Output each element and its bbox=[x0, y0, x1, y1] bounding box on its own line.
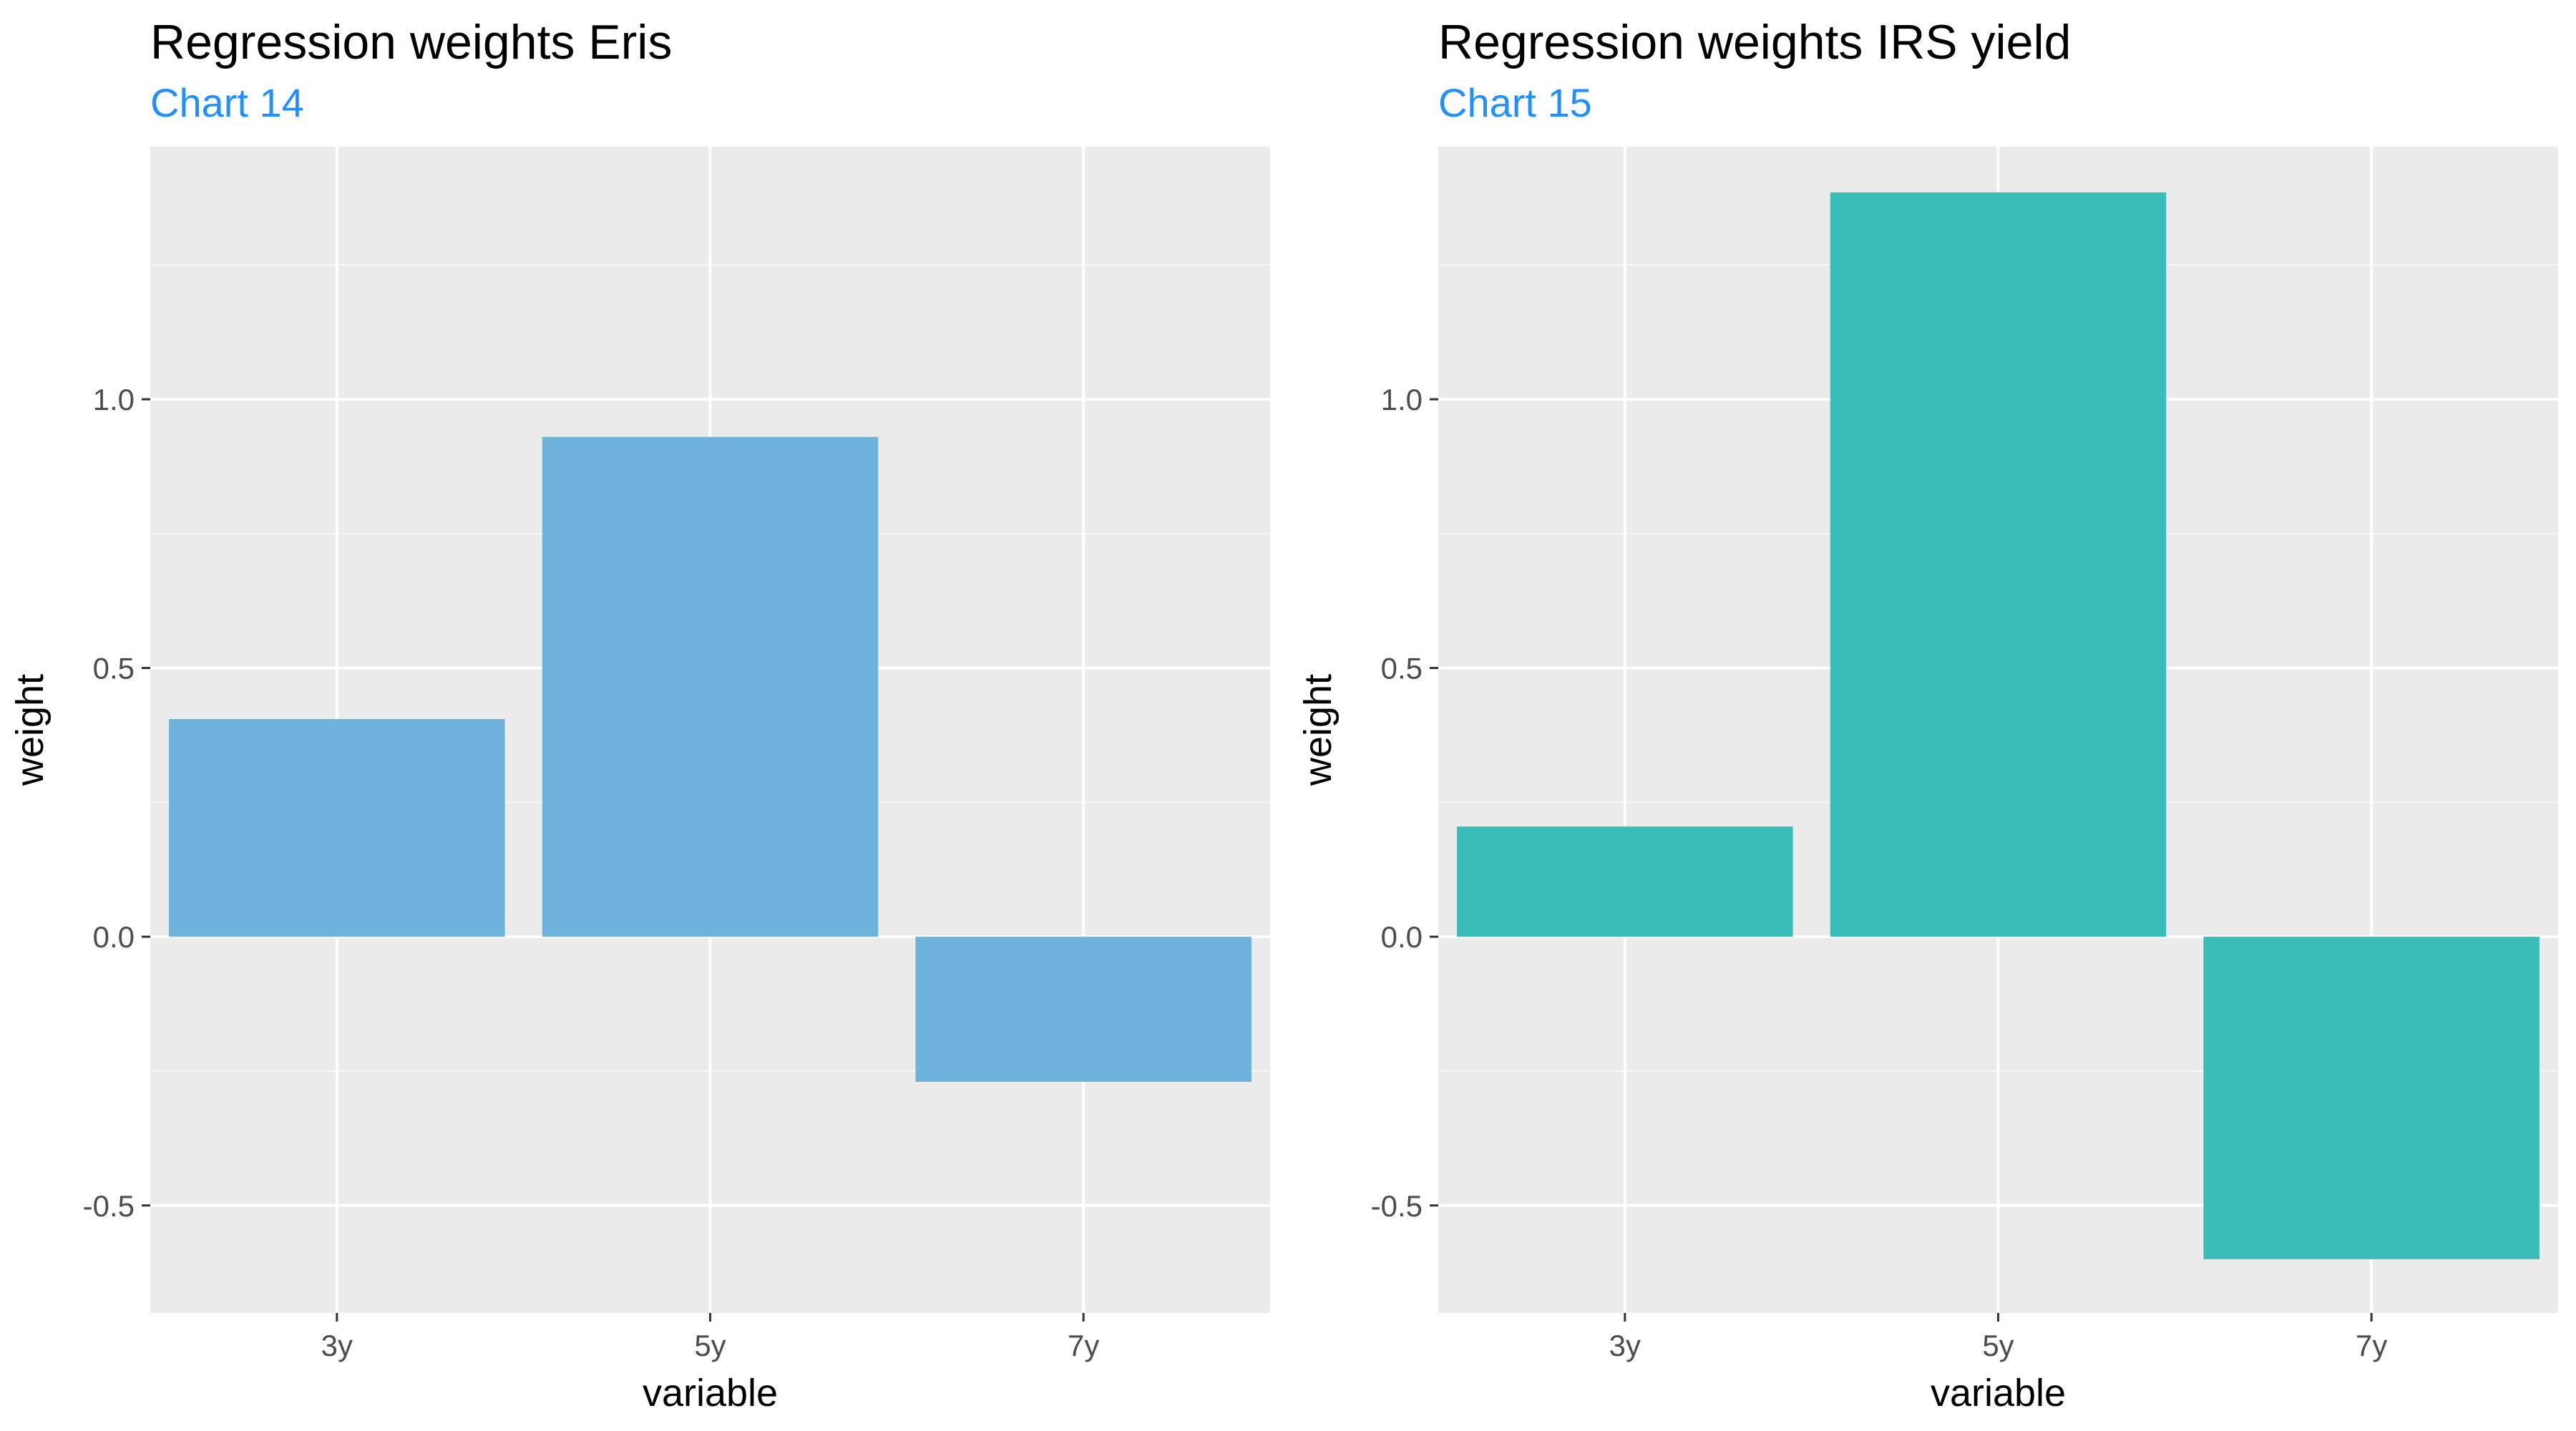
y-tick-label: 0.5 bbox=[93, 652, 135, 685]
y-tick-label: -0.5 bbox=[83, 1189, 135, 1223]
y-tick-label: 1.0 bbox=[93, 383, 135, 416]
y-tick-label: 0.0 bbox=[1381, 920, 1423, 954]
y-axis-title: weight bbox=[1297, 674, 1340, 786]
x-axis-title: variable bbox=[643, 1372, 778, 1415]
chart-panel-2: Regression weights IRS yield Chart 15 -0.5… bbox=[1297, 15, 2558, 1415]
chart-panel-1: Regression weights Eris Chart 14 -0.5 0.0 0.… bbox=[9, 15, 1270, 1415]
bar-5y bbox=[542, 436, 879, 937]
chart-subtitle: Chart 14 bbox=[150, 80, 304, 125]
x-axis-title: variable bbox=[1931, 1372, 2066, 1415]
x-tick-label-3y: 3y bbox=[321, 1329, 353, 1362]
bar-7y bbox=[915, 937, 1252, 1083]
x-tick-label-7y: 7y bbox=[1068, 1329, 1099, 1362]
y-tick-label: 0.0 bbox=[93, 920, 135, 954]
y-axis-title: weight bbox=[9, 674, 52, 786]
chart-title: Regression weights IRS yield bbox=[1438, 15, 2071, 69]
bar-5y bbox=[1830, 192, 2167, 937]
chart-subtitle: Chart 15 bbox=[1438, 80, 1592, 125]
x-tick-label-7y: 7y bbox=[2356, 1329, 2387, 1362]
y-tick-label: -0.5 bbox=[1371, 1189, 1423, 1223]
bar-3y bbox=[1457, 826, 1793, 937]
bar-7y bbox=[2203, 937, 2540, 1259]
bar-3y bbox=[169, 718, 505, 937]
x-tick-label-5y: 5y bbox=[1982, 1329, 2014, 1362]
y-tick-label: 1.0 bbox=[1381, 383, 1423, 416]
x-tick-label-3y: 3y bbox=[1609, 1329, 1641, 1362]
x-tick-label-5y: 5y bbox=[694, 1329, 726, 1362]
y-tick-label: 0.5 bbox=[1381, 652, 1423, 685]
chart-title: Regression weights Eris bbox=[150, 15, 672, 69]
